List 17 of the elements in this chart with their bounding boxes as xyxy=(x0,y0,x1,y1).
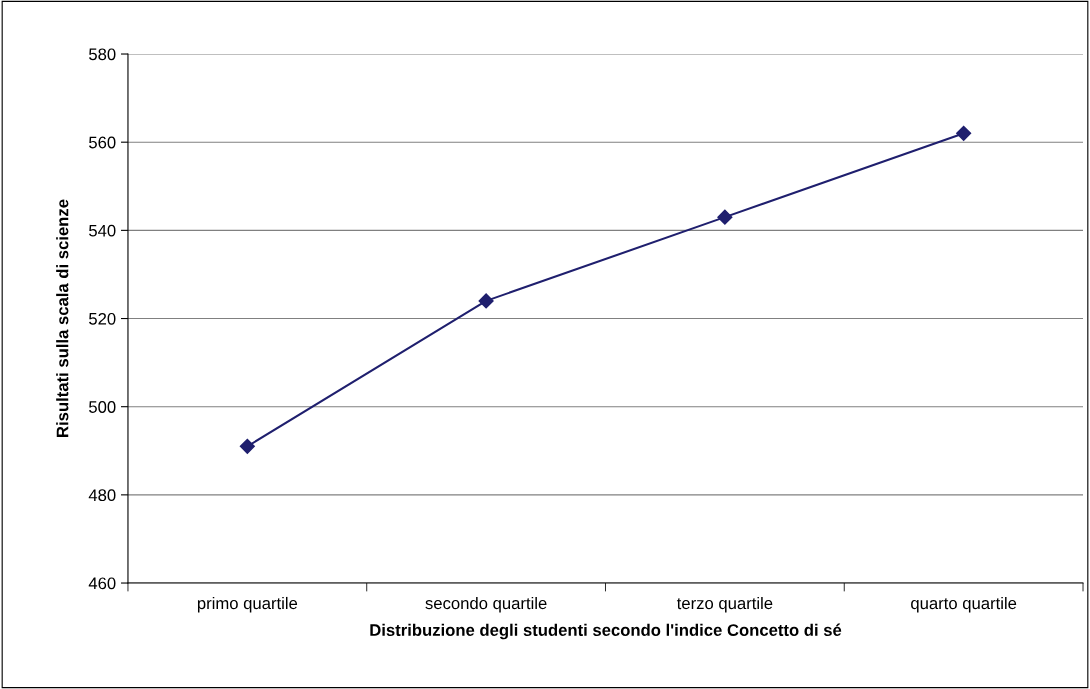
x-tick-label: secondo quartile xyxy=(425,596,547,613)
y-tick-label: 580 xyxy=(89,48,116,61)
point xyxy=(956,125,972,141)
y-tick-label: 480 xyxy=(88,489,116,502)
y-tick-label: 460 xyxy=(88,577,116,590)
x-axis-title: Distribuzione degli studenti secondo l'indice Concetto di sé xyxy=(370,623,842,640)
y-axis-title: Risultati sulla scala di scienze xyxy=(56,199,69,437)
point xyxy=(478,293,494,309)
point xyxy=(717,209,733,225)
x-tick-label: primo quartile xyxy=(197,596,298,613)
point xyxy=(239,438,255,454)
y-tick-label: 560 xyxy=(89,136,116,149)
y-tick-label: 520 xyxy=(89,312,116,325)
x-tick-label: quarto quartile xyxy=(911,596,1017,613)
y-tick-label: 540 xyxy=(89,224,116,237)
x-tick-label: terzo quartile xyxy=(676,596,773,613)
y-tick-label: 500 xyxy=(89,401,116,413)
